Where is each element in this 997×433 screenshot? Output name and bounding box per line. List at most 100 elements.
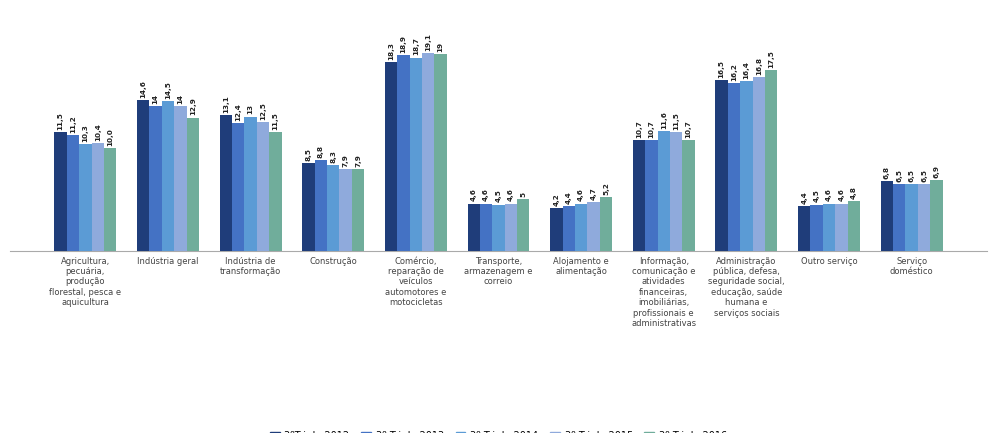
Text: 4,7: 4,7: [590, 187, 596, 200]
Bar: [339, 169, 352, 251]
Bar: [504, 204, 517, 251]
Bar: [435, 55, 447, 251]
Bar: [633, 140, 645, 251]
Bar: [600, 197, 612, 251]
Bar: [410, 58, 422, 251]
Bar: [880, 181, 893, 251]
Text: 5,2: 5,2: [603, 182, 609, 195]
Text: 12,4: 12,4: [235, 103, 241, 121]
Text: 11,6: 11,6: [661, 111, 667, 129]
Text: 4,5: 4,5: [814, 190, 820, 203]
Bar: [847, 201, 860, 251]
Bar: [587, 203, 600, 251]
Text: 19,1: 19,1: [426, 33, 432, 51]
Text: 11,5: 11,5: [673, 112, 679, 130]
Text: 10,7: 10,7: [648, 120, 654, 138]
Bar: [468, 204, 480, 251]
Bar: [174, 106, 186, 251]
Text: 18,3: 18,3: [388, 42, 394, 60]
Text: 10,0: 10,0: [107, 128, 113, 145]
Text: 14: 14: [177, 94, 183, 104]
Text: 12,9: 12,9: [189, 97, 195, 116]
Bar: [893, 184, 905, 251]
Text: 18,7: 18,7: [413, 38, 419, 55]
Bar: [716, 80, 728, 251]
Text: 16,2: 16,2: [731, 64, 737, 81]
Bar: [562, 206, 575, 251]
Bar: [422, 53, 435, 251]
Bar: [682, 140, 695, 251]
Bar: [186, 118, 199, 251]
Text: 16,4: 16,4: [744, 61, 750, 79]
Bar: [728, 84, 740, 251]
Text: 8,3: 8,3: [330, 150, 336, 163]
Bar: [798, 206, 811, 251]
Bar: [150, 106, 162, 251]
Bar: [835, 204, 847, 251]
Text: 4,6: 4,6: [471, 188, 477, 201]
Bar: [67, 135, 79, 251]
Text: 13,1: 13,1: [223, 96, 229, 113]
Bar: [137, 100, 150, 251]
Bar: [92, 143, 104, 251]
Bar: [493, 204, 504, 251]
Bar: [905, 184, 918, 251]
Text: 6,9: 6,9: [933, 165, 939, 178]
Bar: [397, 55, 410, 251]
Text: 14,5: 14,5: [165, 81, 171, 99]
Text: 8,5: 8,5: [305, 148, 311, 161]
Bar: [740, 81, 753, 251]
Bar: [327, 165, 339, 251]
Text: 10,7: 10,7: [686, 120, 692, 138]
Bar: [269, 132, 281, 251]
Bar: [55, 132, 67, 251]
Bar: [753, 77, 765, 251]
Bar: [162, 101, 174, 251]
Bar: [823, 204, 835, 251]
Bar: [765, 70, 778, 251]
Text: 16,5: 16,5: [719, 60, 725, 78]
Text: 12,5: 12,5: [260, 102, 266, 120]
Text: 18,9: 18,9: [401, 36, 407, 53]
Bar: [517, 199, 529, 251]
Text: 13: 13: [247, 104, 253, 114]
Text: 8,8: 8,8: [318, 145, 324, 158]
Text: 4,2: 4,2: [553, 193, 559, 206]
Bar: [480, 204, 493, 251]
Text: 6,5: 6,5: [921, 169, 927, 182]
Text: 7,9: 7,9: [343, 155, 349, 167]
Text: 11,2: 11,2: [70, 115, 76, 133]
Text: 4,6: 4,6: [484, 188, 490, 201]
Text: 6,8: 6,8: [884, 166, 890, 179]
Bar: [257, 122, 269, 251]
Text: 4,6: 4,6: [838, 188, 844, 201]
Bar: [385, 61, 397, 251]
Bar: [315, 160, 327, 251]
Bar: [550, 208, 562, 251]
Text: 14,6: 14,6: [141, 80, 147, 98]
Text: 4,8: 4,8: [850, 187, 856, 199]
Bar: [104, 148, 117, 251]
Text: 4,6: 4,6: [826, 188, 832, 201]
Text: 4,5: 4,5: [496, 190, 501, 203]
Text: 11,5: 11,5: [272, 112, 278, 130]
Text: 17,5: 17,5: [768, 50, 774, 68]
Bar: [918, 184, 930, 251]
Bar: [244, 116, 257, 251]
Text: 6,5: 6,5: [908, 169, 914, 182]
Text: 7,9: 7,9: [355, 155, 361, 167]
Bar: [930, 180, 942, 251]
Legend: 3ºTri de 2012, 3º Tri de 2013, 3º Tri de 2014, 3º Tri de 2015, 3º Tri de 2016: 3ºTri de 2012, 3º Tri de 2013, 3º Tri de…: [266, 427, 731, 433]
Bar: [219, 116, 232, 251]
Text: 10,7: 10,7: [636, 120, 642, 138]
Bar: [575, 204, 587, 251]
Bar: [232, 123, 244, 251]
Text: 4,6: 4,6: [507, 188, 513, 201]
Text: 4,4: 4,4: [565, 191, 571, 204]
Text: 4,4: 4,4: [802, 191, 808, 204]
Text: 16,8: 16,8: [756, 57, 762, 75]
Bar: [670, 132, 682, 251]
Bar: [645, 140, 658, 251]
Bar: [302, 163, 315, 251]
Text: 11,5: 11,5: [58, 112, 64, 130]
